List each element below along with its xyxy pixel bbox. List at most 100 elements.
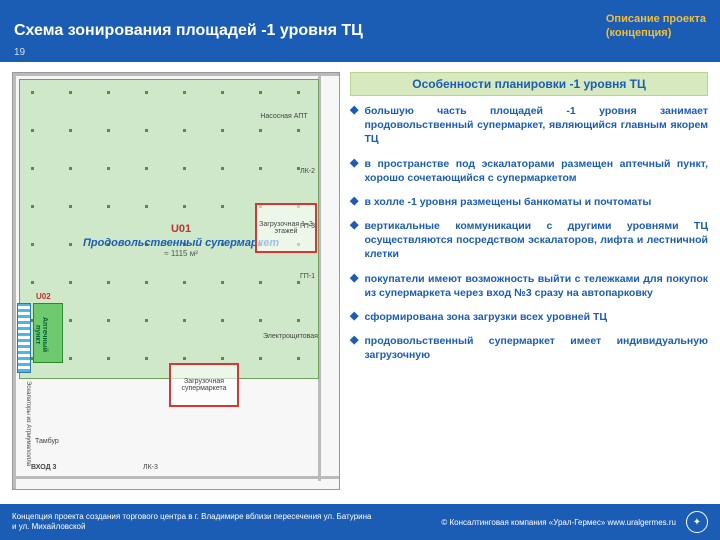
grid-column-icon xyxy=(145,205,148,208)
feature-item: ◆вертикальные коммуникации с другими уро… xyxy=(350,219,708,262)
grid-column-icon xyxy=(183,319,186,322)
feature-text: продовольственный супермаркет имеет инди… xyxy=(364,334,708,362)
grid-column-icon xyxy=(69,357,72,360)
pharmacy-code: U02 xyxy=(36,292,51,301)
grid-column-icon xyxy=(107,91,110,94)
grid-column-icon xyxy=(145,129,148,132)
feature-item: ◆ сформирована зона загрузки всех уровней… xyxy=(350,310,708,324)
grid-column-icon xyxy=(259,129,262,132)
grid-column-icon xyxy=(31,243,34,246)
grid-column-icon xyxy=(107,167,110,170)
grid-column-icon xyxy=(145,91,148,94)
grid-column-icon xyxy=(183,205,186,208)
grid-column-icon xyxy=(221,167,224,170)
bullet-icon: ◆ xyxy=(350,311,358,324)
feature-text: большую часть площадей -1 уровня занимае… xyxy=(364,104,708,147)
grid-column-icon xyxy=(145,167,148,170)
slide-header: Схема зонирования площадей -1 уровня ТЦ … xyxy=(0,0,720,62)
feature-panel: Особенности планировки -1 уровня ТЦ ◆бол… xyxy=(350,72,708,500)
grid-column-icon xyxy=(221,319,224,322)
grid-column-icon xyxy=(183,91,186,94)
grid-column-icon xyxy=(297,91,300,94)
unit-area: ≈ 1115 м² xyxy=(83,249,279,258)
pharmacy-label: Аптечный пункт xyxy=(34,304,48,362)
grid-column-icon xyxy=(221,281,224,284)
grid-column-icon xyxy=(145,281,148,284)
features-title: Особенности планировки -1 уровня ТЦ xyxy=(350,72,708,96)
bullet-icon: ◆ xyxy=(350,158,358,185)
section-line2: (концепция) xyxy=(606,27,672,39)
features-list: ◆большую часть площадей -1 уровня занима… xyxy=(350,104,708,362)
zone-pharmacy: U02 Аптечный пункт xyxy=(33,303,63,363)
section-line1: Описание проекта xyxy=(606,13,706,25)
grid-column-icon xyxy=(69,129,72,132)
grid-column-icon xyxy=(31,205,34,208)
grid-column-icon xyxy=(297,357,300,360)
grid-column-icon xyxy=(297,319,300,322)
grid-column-icon xyxy=(221,205,224,208)
supermarket-callout: U01 Продовольственный супермаркет ≈ 1115… xyxy=(83,223,279,258)
grid-column-icon xyxy=(107,319,110,322)
bullet-icon: ◆ xyxy=(350,335,358,362)
feature-text: вертикальные коммуникации с другими уров… xyxy=(364,219,708,262)
grid-column-icon xyxy=(145,319,148,322)
room-gp1: ГП-1 xyxy=(300,273,315,280)
main-content: U01 Продовольственный супермаркет ≈ 1115… xyxy=(0,62,720,504)
grid-column-icon xyxy=(31,91,34,94)
room-tambur: Тамбур xyxy=(35,438,59,445)
grid-column-icon xyxy=(183,357,186,360)
grid-column-icon xyxy=(183,167,186,170)
escalator-label: Эскалаторы из Атриума/холла xyxy=(15,381,31,466)
feature-text: покупатели имеют возможность выйти с тел… xyxy=(364,272,708,300)
grid-column-icon xyxy=(69,205,72,208)
grid-column-icon xyxy=(221,357,224,360)
grid-column-icon xyxy=(259,281,262,284)
grid-column-icon xyxy=(107,357,110,360)
grid-column-icon xyxy=(31,129,34,132)
section-label: Описание проекта (концепция) xyxy=(606,12,706,41)
grid-column-icon xyxy=(107,129,110,132)
grid-column-icon xyxy=(297,129,300,132)
escalator-icon xyxy=(17,303,31,373)
floorplan: U01 Продовольственный супермаркет ≈ 1115… xyxy=(12,72,340,490)
footer-left: Концепция проекта создания торгового цен… xyxy=(12,512,372,532)
unit-code: U01 xyxy=(83,223,279,235)
grid-column-icon xyxy=(107,281,110,284)
grid-column-icon xyxy=(259,357,262,360)
grid-column-icon xyxy=(31,281,34,284)
feature-text: в пространстве под эскалаторами размещен… xyxy=(364,157,708,185)
grid-column-icon xyxy=(221,91,224,94)
feature-item: ◆большую часть площадей -1 уровня занима… xyxy=(350,104,708,147)
logo-icon: ✦ xyxy=(686,511,708,533)
grid-column-icon xyxy=(259,319,262,322)
grid-column-icon xyxy=(69,281,72,284)
room-gp3: ГП-3 xyxy=(300,223,315,230)
bullet-icon: ◆ xyxy=(350,196,358,209)
grid-column-icon xyxy=(297,281,300,284)
unit-name: Продовольственный супермаркет xyxy=(83,237,279,249)
slide-title: Схема зонирования площадей -1 уровня ТЦ xyxy=(14,22,363,40)
room-electro: Электрощитовая xyxy=(263,333,311,340)
room-exit3: ВХОД 3 xyxy=(31,464,56,471)
room-lk3: ЛК-3 xyxy=(143,464,158,471)
grid-column-icon xyxy=(69,167,72,170)
grid-column-icon xyxy=(183,129,186,132)
feature-text: сформирована зона загрузки всех уровней … xyxy=(364,310,708,324)
feature-item: ◆ в холле -1 уровня размещены банкоматы и… xyxy=(350,195,708,209)
room-pump: Насосная АПТ xyxy=(259,113,309,120)
grid-column-icon xyxy=(221,129,224,132)
grid-column-icon xyxy=(69,91,72,94)
room-lk2: ЛК-2 xyxy=(300,168,315,175)
grid-column-icon xyxy=(107,205,110,208)
feature-text: в холле -1 уровня размещены банкоматы и … xyxy=(364,195,708,209)
slide-footer: Концепция проекта создания торгового цен… xyxy=(0,504,720,540)
bullet-icon: ◆ xyxy=(350,273,358,300)
grid-column-icon xyxy=(183,281,186,284)
room-loading: Загрузочная супермаркета xyxy=(169,363,239,407)
grid-column-icon xyxy=(69,243,72,246)
feature-item: ◆в пространстве под эскалаторами размеще… xyxy=(350,157,708,185)
grid-column-icon xyxy=(145,357,148,360)
bullet-icon: ◆ xyxy=(350,105,358,147)
grid-column-icon xyxy=(69,319,72,322)
bullet-icon: ◆ xyxy=(350,220,358,262)
